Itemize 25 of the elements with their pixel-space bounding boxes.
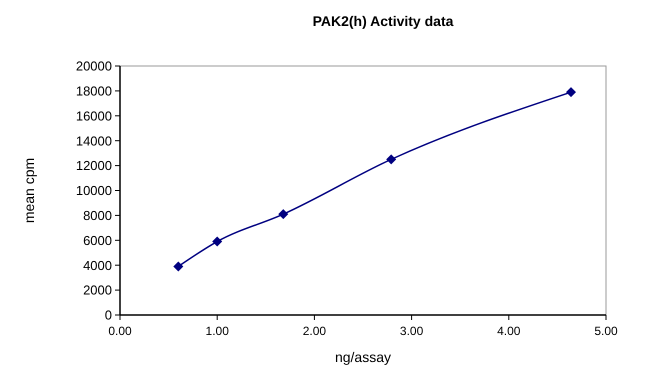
x-tick-label: 3.00 bbox=[400, 324, 424, 338]
y-tick-label: 10000 bbox=[76, 183, 112, 198]
y-axis-title: mean cpm bbox=[21, 158, 37, 224]
point bbox=[212, 236, 222, 247]
y-tick-label: 0 bbox=[104, 308, 112, 323]
y-tick-label: 20000 bbox=[76, 58, 112, 74]
point bbox=[566, 87, 576, 98]
y-tick-label: 12000 bbox=[76, 158, 112, 174]
y-tick-label: 16000 bbox=[76, 108, 112, 124]
y-tick-label: 2000 bbox=[83, 282, 112, 298]
x-tick-label: 5.00 bbox=[594, 324, 618, 338]
x-axis-title: ng/assay bbox=[334, 349, 392, 365]
point bbox=[386, 154, 396, 164]
y-tick-label: 4000 bbox=[83, 258, 112, 273]
y-tick-label: 8000 bbox=[83, 208, 112, 223]
point bbox=[278, 209, 288, 220]
point bbox=[173, 261, 184, 272]
x-tick-label: 4.00 bbox=[497, 324, 521, 338]
y-tick-label: 18000 bbox=[76, 83, 112, 98]
y-tick-label: 14000 bbox=[76, 133, 112, 148]
x-tick-label: 1.00 bbox=[206, 324, 230, 338]
x-tick-label: 0.00 bbox=[108, 324, 132, 338]
chart-title: PAK2(h) Activity data bbox=[312, 13, 454, 29]
x-tick-label: 2.00 bbox=[302, 324, 326, 338]
y-tick-label: 6000 bbox=[83, 232, 112, 248]
